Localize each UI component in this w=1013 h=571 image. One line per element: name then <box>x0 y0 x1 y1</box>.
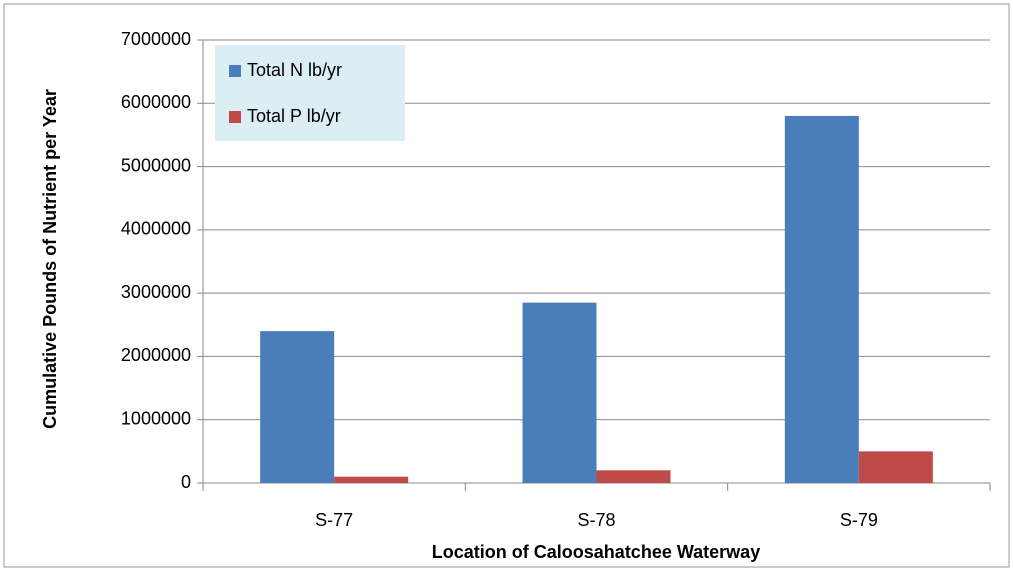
y-tick-label: 0 <box>181 472 191 492</box>
x-tick-label: S-79 <box>840 510 878 530</box>
y-tick-label: 5000000 <box>121 155 191 175</box>
y-tick-label: 7000000 <box>121 29 191 49</box>
y-tick-label: 3000000 <box>121 282 191 302</box>
y-tick-label: 6000000 <box>121 92 191 112</box>
legend-swatch <box>229 111 241 123</box>
bar <box>522 302 597 483</box>
x-axis-title: Location of Caloosahatchee Waterway <box>432 542 760 562</box>
legend-label: Total N lb/yr <box>247 60 342 80</box>
y-tick-label: 4000000 <box>121 219 191 239</box>
bar <box>858 451 933 483</box>
y-tick-label: 2000000 <box>121 345 191 365</box>
bar <box>784 115 859 483</box>
legend-swatch <box>229 65 241 77</box>
legend-label: Total P lb/yr <box>247 106 341 126</box>
x-tick-label: S-77 <box>315 510 353 530</box>
x-tick-label: S-78 <box>577 510 615 530</box>
y-tick-label: 1000000 <box>121 408 191 428</box>
bar <box>260 331 335 483</box>
y-axis-title: Cumulative Pounds of Nutrient per Year <box>40 89 60 429</box>
bar <box>596 470 671 483</box>
legend-box <box>215 45 405 141</box>
bar <box>334 476 409 483</box>
